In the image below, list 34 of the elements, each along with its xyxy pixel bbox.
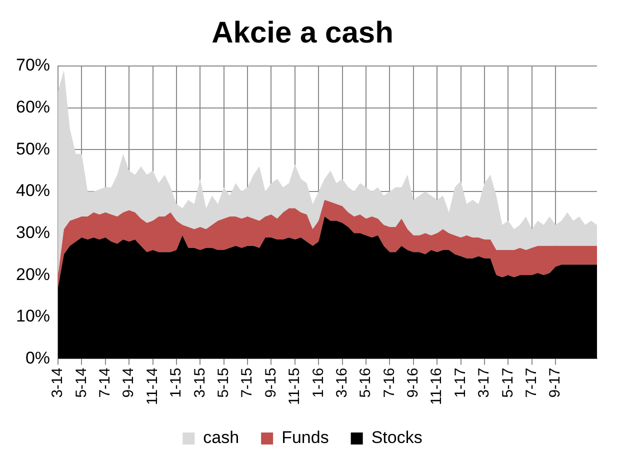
y-tick-label: 20% (16, 264, 50, 284)
y-tick-label: 70% (16, 56, 50, 75)
x-tick-label: 3-16 (333, 368, 350, 398)
x-tick-label: 11-15 (286, 368, 304, 406)
x-tick-label: 7-15 (238, 368, 256, 398)
y-tick-label: 30% (16, 222, 50, 242)
x-tick-label: 3-14 (49, 368, 66, 398)
x-tick-label: 1-16 (310, 368, 327, 398)
y-tick-label: 0% (25, 348, 50, 368)
legend-label: Funds (282, 428, 329, 448)
y-tick-label: 60% (16, 98, 50, 117)
x-tick-label: 9-14 (120, 368, 138, 398)
x-tick-label: 1-15 (168, 368, 185, 398)
x-tick-label: 7-14 (96, 368, 114, 398)
x-tick-label: 9-17 (546, 368, 564, 398)
x-tick-label: 5-14 (72, 368, 90, 398)
x-tick-label: 11-16 (428, 368, 446, 406)
x-tick-label: 5-17 (499, 368, 516, 398)
x-tick-label: 1-17 (452, 368, 469, 398)
chart-title: Akcie a cash (212, 16, 394, 50)
x-tick-label: 7-17 (522, 368, 540, 398)
legend-label: Stocks (371, 428, 422, 448)
x-tick-label: 5-16 (357, 368, 374, 398)
x-tick-label: 11-14 (144, 368, 161, 406)
y-tick-label: 10% (16, 306, 50, 326)
x-tick-label: 3-15 (191, 368, 208, 398)
y-tick-label: 50% (16, 139, 50, 158)
x-tick-label: 5-15 (215, 368, 232, 398)
x-tick-label: 3-17 (476, 368, 493, 398)
y-tick-label: 40% (16, 181, 50, 200)
x-tick-label: 9-16 (404, 368, 422, 398)
legend-label: cash (203, 428, 240, 448)
x-tick-label: 9-15 (262, 368, 280, 398)
x-tick-label: 7-16 (380, 368, 398, 398)
